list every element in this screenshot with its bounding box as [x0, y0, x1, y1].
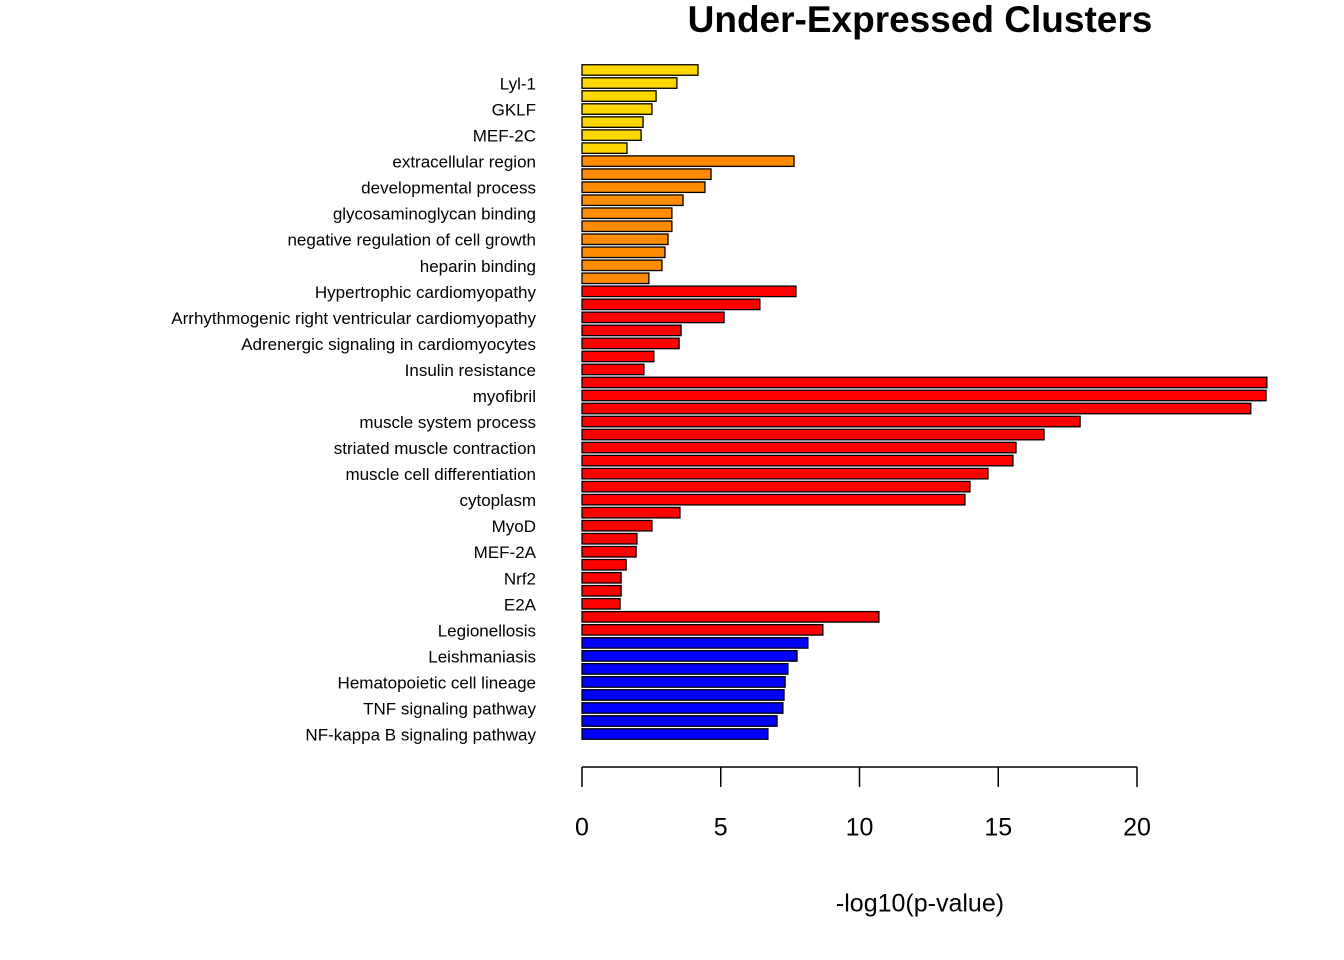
bar: [581, 623, 824, 636]
bar: [581, 350, 655, 363]
bar: [581, 207, 673, 220]
bar: [581, 610, 880, 623]
bar: [581, 77, 678, 89]
y-tick-label: MyoD: [492, 517, 536, 536]
bar: [581, 311, 725, 324]
bar: [581, 545, 637, 558]
bar: [581, 415, 1081, 428]
x-tick-label: 10: [846, 814, 874, 842]
bar: [581, 428, 1045, 441]
bar: [581, 181, 706, 194]
y-tick-label: cytoplasm: [459, 491, 536, 510]
x-tick-label: 0: [575, 814, 589, 842]
bar: [581, 168, 712, 181]
y-tick-label: GKLF: [492, 101, 536, 120]
bar: [581, 363, 645, 376]
y-tick-label: Adrenergic signaling in cardiomyocytes: [241, 335, 536, 354]
bar: [581, 689, 785, 701]
bar: [581, 676, 786, 688]
bar: [581, 233, 669, 246]
y-tick-label: E2A: [504, 595, 537, 614]
bar: [581, 285, 797, 298]
y-tick-label: negative regulation of cell growth: [287, 231, 536, 250]
y-tick-label: MEF-2A: [474, 543, 537, 562]
y-tick-label: Hypertrophic cardiomyopathy: [315, 283, 537, 302]
bar: [581, 259, 663, 272]
x-tick-label: 15: [984, 814, 1012, 842]
bar: [581, 194, 684, 207]
y-tick-label: Lyl-1: [500, 75, 536, 94]
bar: [581, 376, 1268, 389]
bar: [581, 64, 699, 76]
y-tick-label: myofibril: [473, 387, 536, 406]
y-tick-label: glycosaminoglycan binding: [333, 205, 536, 224]
bar: [581, 636, 809, 649]
bar: [581, 467, 989, 480]
bar: [581, 728, 769, 740]
bar: [581, 663, 789, 675]
y-tick-label: extracellular region: [392, 153, 536, 172]
bar: [581, 650, 798, 662]
bar: [581, 155, 795, 168]
x-tick-label: 20: [1123, 814, 1151, 842]
x-axis-title: -log10(p-value): [836, 890, 1004, 918]
bar: [581, 558, 627, 571]
bar: [581, 715, 778, 727]
y-tick-label: Legionellosis: [438, 621, 536, 640]
y-tick-label: muscle cell differentiation: [345, 465, 536, 484]
bar: [581, 272, 650, 285]
y-tick-label: Leishmaniasis: [428, 647, 536, 666]
y-tick-label: striated muscle contraction: [334, 439, 536, 458]
bar: [581, 116, 644, 128]
bar: [581, 584, 622, 597]
y-tick-label: Nrf2: [504, 569, 536, 588]
bar: [581, 454, 1014, 467]
bar: [581, 389, 1267, 402]
bar: [581, 324, 682, 337]
y-tick-label: Arrhythmogenic right ventricular cardiom…: [171, 309, 536, 328]
bar: [581, 571, 622, 584]
bar: [581, 532, 638, 545]
bar: [581, 142, 628, 155]
y-tick-label: Hematopoietic cell lineage: [338, 673, 536, 692]
bar: [581, 597, 621, 610]
bar: [581, 103, 653, 115]
bar: [581, 246, 666, 259]
y-tick-label: NF-kappa B signaling pathway: [305, 726, 536, 745]
bar: [581, 90, 657, 102]
bar: [581, 129, 642, 142]
y-tick-label: MEF-2C: [473, 127, 536, 146]
y-tick-label: heparin binding: [420, 257, 536, 276]
bar: [581, 506, 681, 519]
bar: [581, 493, 966, 506]
bar: [581, 702, 784, 714]
y-tick-label: TNF signaling pathway: [363, 699, 536, 718]
y-tick-label: developmental process: [361, 179, 536, 198]
y-tick-label: Insulin resistance: [405, 361, 536, 380]
bar: [581, 480, 971, 493]
bar: [581, 402, 1252, 415]
bar: [581, 337, 680, 350]
bar: [581, 298, 761, 311]
bar: [581, 441, 1017, 454]
chart-title: Under-Expressed Clusters: [688, 0, 1153, 40]
x-tick-label: 5: [714, 814, 728, 842]
y-tick-label: muscle system process: [359, 413, 536, 432]
bar: [581, 220, 673, 233]
bar: [581, 519, 653, 532]
